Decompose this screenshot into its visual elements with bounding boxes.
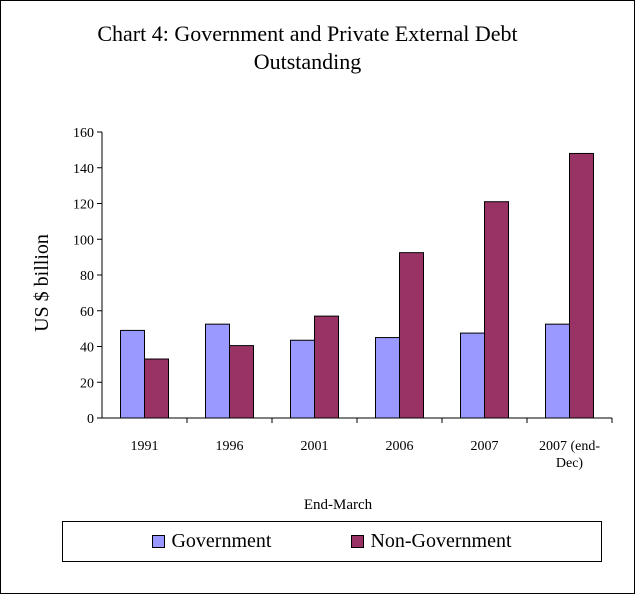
x-category-label: 2006	[386, 439, 414, 454]
chart-title-line-1: Chart 4: Government and Private External…	[97, 21, 518, 46]
y-axis-label: US $ billion	[31, 234, 53, 332]
legend-item-non-government: Non-Government	[351, 530, 512, 553]
bar-government	[460, 332, 485, 419]
x-category-label: 1996	[216, 439, 244, 454]
x-category-label: 2007	[471, 439, 499, 454]
bar-non-government	[229, 345, 254, 419]
y-tick-label: 140	[73, 162, 94, 177]
bar-non-government	[314, 315, 339, 419]
y-axis-ticks: 0 20 40 60 80 100 120 140 160	[73, 126, 102, 427]
bars	[120, 152, 594, 419]
bar-non-government	[144, 358, 169, 419]
legend-label-non-government: Non-Government	[370, 530, 512, 552]
chart-title-line-2: Outstanding	[253, 49, 362, 74]
legend-label-government: Government	[171, 530, 272, 552]
y-tick-label: 0	[87, 412, 94, 427]
y-tick-label: 40	[80, 341, 94, 356]
y-tick-label: 80	[80, 269, 94, 284]
bar-non-government	[399, 252, 424, 419]
bar-non-government	[569, 152, 594, 419]
legend-swatch-government	[152, 535, 166, 548]
y-tick-label: 160	[73, 126, 94, 141]
bar-government	[290, 339, 315, 419]
x-axis-label: End-March	[304, 497, 373, 513]
legend-swatch-non-government	[351, 535, 365, 548]
bar-government	[375, 337, 400, 419]
y-tick-label: 100	[73, 233, 94, 248]
bar-government	[545, 323, 570, 419]
legend-item-government: Government	[152, 530, 271, 553]
legend: Government Non-Government	[62, 521, 602, 562]
bar-non-government	[484, 201, 509, 419]
chart-title: Chart 4: Government and Private External…	[0, 20, 615, 76]
y-tick-label: 60	[80, 305, 94, 320]
x-category-label: 1991	[131, 439, 159, 454]
bar-government	[120, 329, 145, 419]
x-axis-categories: 1991 1996 2001 2006 2007 2007 (end-Dec)	[131, 418, 613, 471]
x-category-label: 2001	[301, 439, 329, 454]
y-tick-label: 20	[80, 376, 94, 391]
bar-government	[205, 323, 230, 419]
y-tick-label: 120	[73, 198, 94, 213]
x-category-label: 2007 (end-Dec)	[539, 439, 600, 471]
